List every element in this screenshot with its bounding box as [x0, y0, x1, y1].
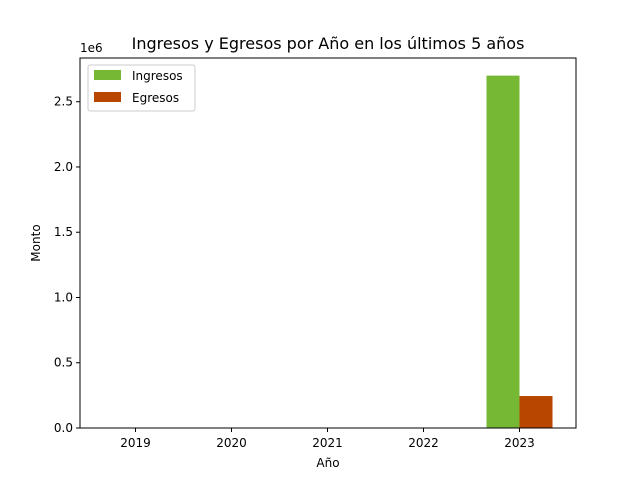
x-axis-ticks: 2019 2020 2021 2022 2023 — [120, 428, 535, 450]
legend-label-ingresos: Ingresos — [132, 69, 183, 83]
bars-group — [486, 75, 553, 428]
x-tick-label: 2020 — [216, 436, 247, 450]
x-axis-label: Año — [316, 456, 339, 470]
y-tick-label: 2.5 — [54, 95, 73, 109]
legend-swatch-ingresos — [94, 70, 121, 80]
legend-swatch-egresos — [94, 92, 121, 102]
legend-label-egresos: Egresos — [132, 91, 179, 105]
legend: Ingresos Egresos — [87, 64, 196, 112]
x-tick-label: 2022 — [408, 436, 439, 450]
y-tick-label: 1.0 — [54, 290, 73, 304]
x-tick-label: 2021 — [312, 436, 343, 450]
y-tick-label: 1.5 — [54, 225, 73, 239]
y-offset-label: 1e6 — [80, 41, 103, 55]
bar-egresos-2023 — [519, 396, 553, 428]
x-tick-label: 2023 — [504, 436, 535, 450]
chart-title: Ingresos y Egresos por Año en los último… — [132, 34, 525, 53]
bar-ingresos-2023 — [486, 75, 520, 428]
x-tick-label: 2019 — [120, 436, 151, 450]
plot-frame — [79, 57, 577, 429]
y-axis-ticks: 0.0 0.5 1.0 1.5 2.0 2.5 — [54, 95, 80, 435]
y-tick-label: 0.0 — [54, 421, 73, 435]
y-tick-label: 2.0 — [54, 160, 73, 174]
y-tick-label: 0.5 — [54, 356, 73, 370]
y-axis-label: Monto — [29, 224, 43, 261]
